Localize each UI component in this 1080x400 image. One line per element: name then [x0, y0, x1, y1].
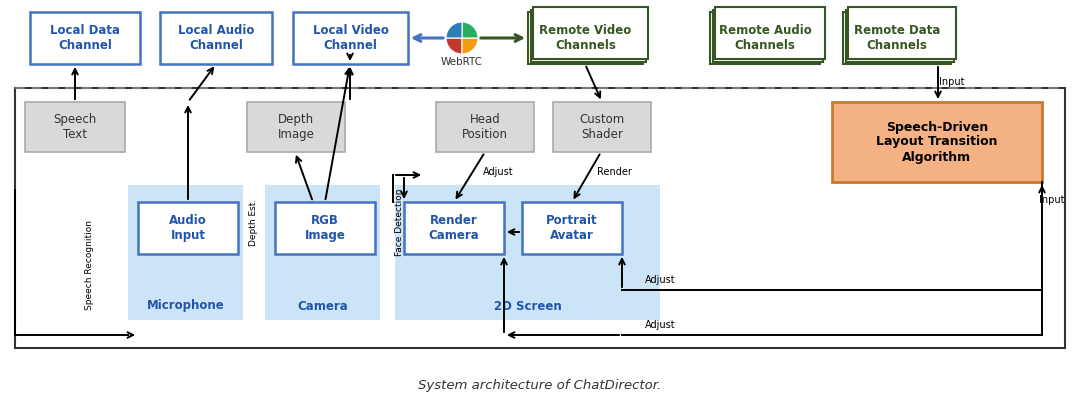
FancyBboxPatch shape: [530, 10, 646, 62]
Text: Adjust: Adjust: [645, 320, 675, 330]
Wedge shape: [462, 38, 478, 54]
Wedge shape: [446, 22, 462, 38]
FancyBboxPatch shape: [848, 7, 956, 59]
Text: Depth Est.: Depth Est.: [248, 198, 257, 246]
FancyBboxPatch shape: [247, 102, 345, 152]
FancyBboxPatch shape: [553, 102, 651, 152]
FancyBboxPatch shape: [832, 102, 1042, 182]
Text: Depth
Image: Depth Image: [278, 113, 314, 141]
Text: System architecture of ChatDirector.: System architecture of ChatDirector.: [418, 378, 662, 392]
FancyBboxPatch shape: [293, 12, 408, 64]
Text: Portrait
Avatar: Portrait Avatar: [546, 214, 598, 242]
FancyBboxPatch shape: [713, 10, 823, 62]
Wedge shape: [446, 38, 462, 54]
Text: Remote Data
Channels: Remote Data Channels: [854, 24, 941, 52]
Text: Adjust: Adjust: [645, 275, 675, 285]
FancyBboxPatch shape: [534, 7, 648, 59]
FancyBboxPatch shape: [846, 10, 954, 62]
Text: Adjust: Adjust: [483, 167, 513, 177]
Text: Local Audio
Channel: Local Audio Channel: [178, 24, 254, 52]
Text: Render: Render: [596, 167, 632, 177]
FancyBboxPatch shape: [528, 12, 643, 64]
Text: RGB
Image: RGB Image: [305, 214, 346, 242]
FancyBboxPatch shape: [25, 102, 125, 152]
Text: Input: Input: [940, 77, 964, 87]
Text: Remote Audio
Channels: Remote Audio Channels: [718, 24, 811, 52]
FancyBboxPatch shape: [395, 185, 660, 320]
FancyBboxPatch shape: [436, 102, 534, 152]
Text: Speech Recognition: Speech Recognition: [85, 220, 95, 310]
FancyBboxPatch shape: [843, 12, 951, 64]
Text: Face Detection: Face Detection: [395, 188, 405, 256]
Text: Local Video
Channel: Local Video Channel: [312, 24, 389, 52]
Text: Render
Camera: Render Camera: [429, 214, 480, 242]
Text: Local Data
Channel: Local Data Channel: [50, 24, 120, 52]
FancyBboxPatch shape: [30, 12, 140, 64]
FancyBboxPatch shape: [715, 7, 825, 59]
FancyBboxPatch shape: [275, 202, 375, 254]
FancyBboxPatch shape: [265, 185, 380, 320]
Text: Microphone: Microphone: [147, 300, 225, 312]
FancyBboxPatch shape: [710, 12, 820, 64]
FancyBboxPatch shape: [138, 202, 238, 254]
Text: Speech-Driven
Layout Transition
Algorithm: Speech-Driven Layout Transition Algorith…: [876, 120, 998, 164]
Text: Custom
Shader: Custom Shader: [579, 113, 624, 141]
Text: WebRTC: WebRTC: [441, 57, 483, 67]
Text: 2D Screen: 2D Screen: [494, 300, 562, 312]
Text: Audio
Input: Audio Input: [170, 214, 207, 242]
FancyBboxPatch shape: [129, 185, 243, 320]
Text: Head
Position: Head Position: [462, 113, 508, 141]
Text: Camera: Camera: [297, 300, 348, 312]
Text: Input: Input: [1039, 195, 1065, 205]
Wedge shape: [462, 22, 478, 38]
FancyBboxPatch shape: [404, 202, 504, 254]
FancyBboxPatch shape: [160, 12, 272, 64]
FancyBboxPatch shape: [522, 202, 622, 254]
Text: Speech
Text: Speech Text: [53, 113, 96, 141]
Text: Remote Video
Channels: Remote Video Channels: [539, 24, 632, 52]
